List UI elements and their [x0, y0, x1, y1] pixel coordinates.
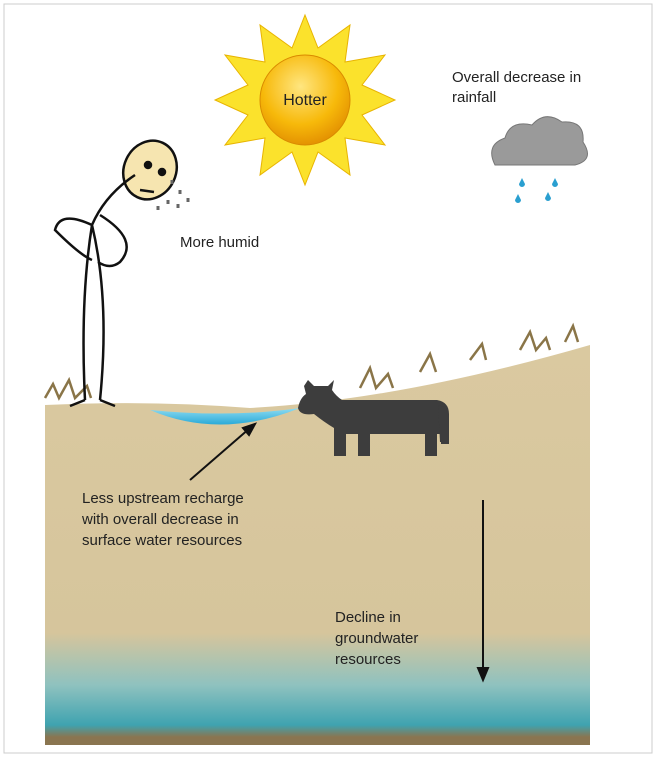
ground: [45, 345, 590, 745]
person: More humid: [53, 139, 259, 408]
cloud: Overall decrease in rainfall: [452, 69, 588, 203]
arrows: [189, 422, 490, 683]
groundwater-label: Decline in groundwater resources: [335, 609, 418, 668]
sun-label: Hotter: [283, 92, 327, 109]
frame: [3, 3, 653, 754]
water-pool: [150, 408, 300, 425]
grass: [43, 322, 580, 401]
sun: Hotter: [213, 13, 397, 187]
cow: [298, 380, 449, 456]
cloud-label: Overall decrease in rainfall: [452, 69, 581, 106]
person-label: More humid: [180, 234, 259, 251]
surface-label: Less upstream recharge with overall decre…: [81, 490, 244, 549]
